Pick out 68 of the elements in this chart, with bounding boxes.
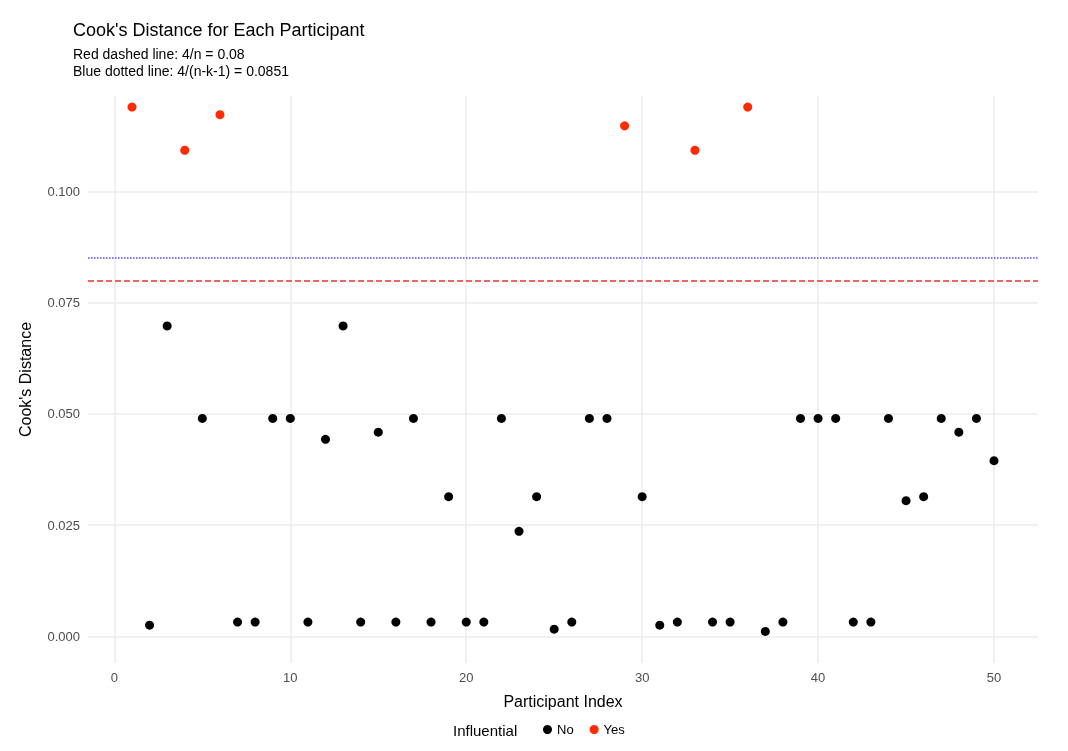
point	[532, 492, 542, 502]
x-tick-label: 10	[283, 670, 298, 685]
legend-title: Influential	[453, 722, 518, 739]
x-tick-label: 30	[634, 670, 650, 685]
point	[989, 456, 999, 466]
point	[180, 145, 190, 155]
point	[760, 626, 770, 636]
point	[901, 496, 911, 506]
point	[971, 413, 981, 423]
point	[321, 434, 330, 444]
point	[514, 526, 524, 536]
point	[162, 321, 172, 331]
point	[743, 102, 753, 112]
point	[373, 427, 383, 437]
point	[602, 413, 612, 423]
point	[672, 617, 682, 627]
point	[778, 617, 788, 627]
point	[936, 413, 946, 423]
x-tick-label: 0	[110, 670, 119, 685]
point	[708, 617, 718, 627]
point	[954, 427, 964, 437]
point	[408, 413, 418, 423]
point	[725, 617, 735, 627]
legend-label: No	[557, 722, 574, 737]
point	[215, 110, 225, 120]
point	[479, 617, 489, 627]
x-tick-label: 20	[459, 670, 474, 685]
chart-title: Cook's Distance for Each Participant	[73, 20, 365, 40]
x-tick-label: 50	[986, 670, 1002, 685]
point	[145, 620, 155, 630]
point	[496, 413, 506, 423]
point	[813, 413, 823, 423]
y-tick-label: 0.050	[47, 406, 80, 422]
point	[303, 617, 313, 627]
point	[127, 102, 137, 112]
point	[655, 620, 665, 630]
point	[549, 624, 559, 634]
x-axis-title: Participant Index	[503, 692, 623, 710]
chart-subtitle: Red dashed line: 4/n = 0.08 Blue dotted line: 4/(n-k-1) = 0.0851	[73, 45, 290, 79]
point	[391, 617, 401, 627]
point	[831, 413, 841, 423]
point	[866, 617, 876, 627]
point	[338, 321, 348, 331]
point	[567, 617, 577, 627]
y-axis-title: Cook's Distance	[16, 321, 34, 438]
point	[426, 617, 436, 627]
point	[883, 413, 893, 423]
point	[268, 413, 278, 423]
point	[250, 617, 260, 627]
y-tick-label: 0.075	[47, 295, 80, 311]
point	[356, 617, 366, 627]
y-tick-label: 0.000	[47, 628, 80, 644]
point	[444, 492, 454, 502]
point	[690, 145, 700, 155]
x-tick-label: 40	[810, 670, 826, 685]
point	[197, 413, 207, 423]
point	[461, 617, 471, 627]
legend-label: Yes	[603, 722, 626, 737]
point	[637, 492, 647, 502]
point	[620, 121, 630, 131]
point	[233, 617, 243, 627]
point	[584, 413, 594, 423]
point	[919, 492, 929, 502]
y-tick-label: 0.100	[47, 184, 80, 200]
point	[796, 413, 805, 423]
y-tick-label: 0.025	[47, 517, 80, 533]
point	[285, 413, 295, 423]
point	[848, 617, 858, 627]
